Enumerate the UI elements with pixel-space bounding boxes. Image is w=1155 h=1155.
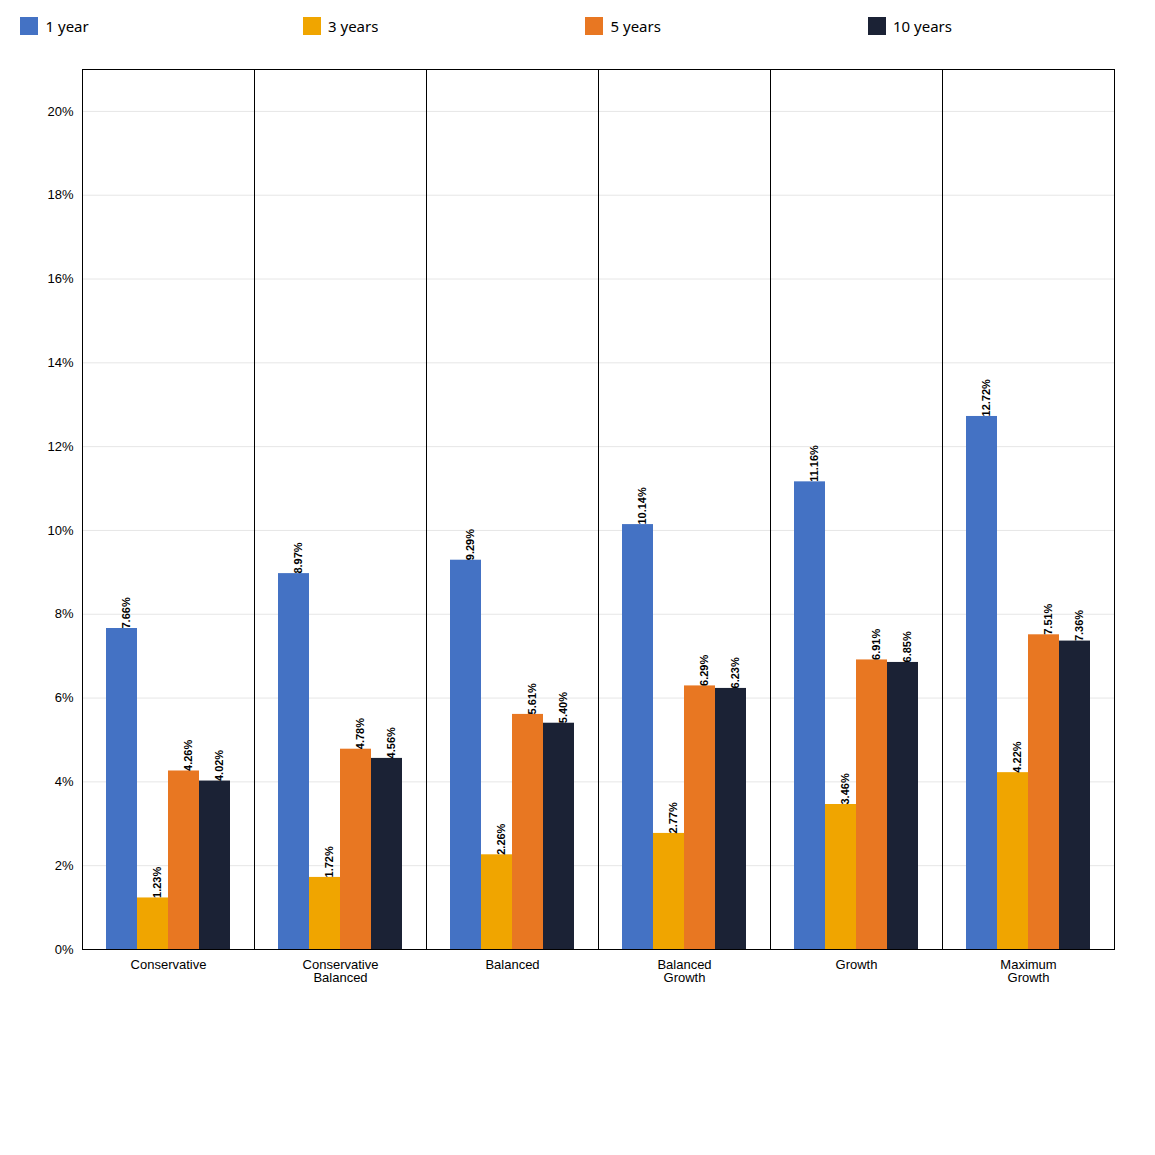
svg-text:12.72%: 12.72% bbox=[980, 379, 992, 417]
svg-text:0%: 0% bbox=[55, 942, 74, 957]
svg-text:4.22%: 4.22% bbox=[1011, 741, 1023, 772]
svg-text:Growth: Growth bbox=[836, 957, 878, 972]
svg-text:Conservative: Conservative bbox=[131, 957, 207, 972]
svg-text:16%: 16% bbox=[47, 271, 73, 286]
svg-text:6.29%: 6.29% bbox=[698, 655, 710, 686]
svg-text:5.40%: 5.40% bbox=[557, 692, 569, 723]
svg-text:ConservativeBalanced: ConservativeBalanced bbox=[303, 957, 379, 985]
svg-text:6.85%: 6.85% bbox=[901, 631, 913, 662]
svg-text:7.66%: 7.66% bbox=[120, 597, 132, 628]
svg-text:7.51%: 7.51% bbox=[1042, 603, 1054, 634]
svg-text:4.02%: 4.02% bbox=[213, 750, 225, 781]
html-text:10 years: 10 years bbox=[893, 16, 952, 36]
svg-text:11.16%: 11.16% bbox=[808, 445, 820, 482]
svg-text:5.61%: 5.61% bbox=[526, 683, 538, 714]
svg-text:4.56%: 4.56% bbox=[385, 727, 397, 758]
html-text:5 years: 5 years bbox=[610, 16, 661, 36]
svg-text:10%: 10% bbox=[47, 523, 73, 538]
svg-text:2.77%: 2.77% bbox=[667, 802, 679, 833]
svg-text:6%: 6% bbox=[55, 690, 74, 705]
svg-text:18%: 18% bbox=[47, 187, 73, 202]
svg-text:4%: 4% bbox=[55, 774, 74, 789]
svg-text:4.26%: 4.26% bbox=[182, 740, 194, 771]
svg-text:12%: 12% bbox=[47, 439, 73, 454]
svg-text:6.23%: 6.23% bbox=[729, 657, 741, 688]
svg-text:8.97%: 8.97% bbox=[292, 542, 304, 573]
svg-text:14%: 14% bbox=[47, 355, 73, 370]
svg-text:8%: 8% bbox=[55, 606, 74, 621]
svg-text:BalancedGrowth: BalancedGrowth bbox=[657, 957, 711, 985]
svg-text:4.78%: 4.78% bbox=[354, 718, 366, 749]
svg-text:2.26%: 2.26% bbox=[495, 823, 507, 854]
svg-text:1.23%: 1.23% bbox=[151, 867, 163, 898]
svg-text:7.36%: 7.36% bbox=[1073, 610, 1085, 641]
svg-text:10.14%: 10.14% bbox=[636, 487, 648, 525]
svg-text:6.91%: 6.91% bbox=[870, 629, 882, 660]
svg-text:1.72%: 1.72% bbox=[323, 846, 335, 877]
svg-text:2%: 2% bbox=[55, 858, 74, 873]
html-text:1 year: 1 year bbox=[45, 16, 89, 36]
svg-text:9.29%: 9.29% bbox=[464, 529, 476, 560]
html-text:3 years: 3 years bbox=[328, 16, 379, 36]
svg-text:MaximumGrowth: MaximumGrowth bbox=[1000, 957, 1056, 985]
svg-text:20%: 20% bbox=[47, 104, 73, 119]
svg-text:Balanced: Balanced bbox=[485, 957, 539, 972]
svg-text:3.46%: 3.46% bbox=[839, 773, 851, 804]
